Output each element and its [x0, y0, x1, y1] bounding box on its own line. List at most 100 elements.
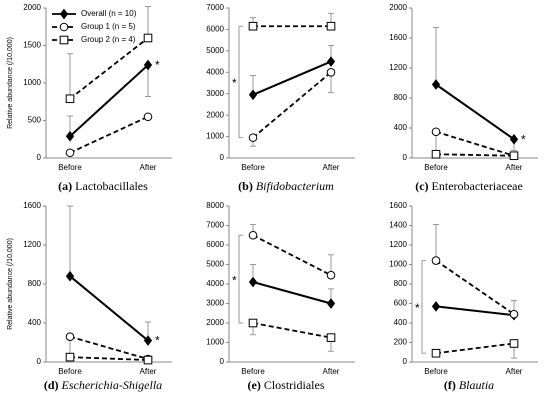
y-tick-label: 1000	[23, 78, 41, 87]
y-tick-label: 5000	[206, 260, 224, 269]
marker-diamond	[248, 276, 258, 288]
y-tick-label: 1200	[389, 63, 407, 72]
x-tick-label: After	[140, 367, 157, 376]
marker-square	[65, 94, 75, 104]
y-tick-label: 7000	[206, 3, 224, 12]
x-tick-label: Before	[424, 163, 448, 172]
annotation: *	[232, 273, 237, 287]
x-tick-label: After	[323, 367, 340, 376]
y-tick-label: 1600	[389, 201, 407, 210]
y-tick-label: 1000	[206, 132, 224, 141]
caption-label: (b)	[238, 179, 253, 193]
marker-square	[509, 339, 519, 348]
caption: (f) Blautia	[444, 378, 494, 392]
series-line	[69, 275, 149, 342]
x-tick-label: Before	[58, 163, 82, 172]
series-line	[435, 130, 515, 157]
y-tick-label: 1600	[23, 201, 41, 210]
y-tick-label: 7000	[206, 221, 224, 230]
marker-square	[248, 21, 258, 31]
y-tick-label: 2000	[206, 110, 224, 119]
x-tick-label: Before	[241, 367, 265, 376]
y-tick-label: 800	[394, 93, 408, 102]
y-tick-label: 1000	[389, 260, 407, 269]
legend-label: Overall (n = 10)	[81, 9, 137, 18]
annotation: *	[155, 334, 160, 348]
marker-circle	[431, 256, 441, 265]
marker-circle	[326, 67, 336, 77]
marker-circle	[509, 309, 519, 319]
annotation: *	[155, 58, 160, 72]
series-line	[435, 153, 515, 157]
y-tick-label: 1500	[23, 41, 41, 50]
marker-circle	[431, 127, 441, 137]
caption-label: (f)	[444, 378, 456, 392]
caption-label: (e)	[248, 378, 261, 392]
series-line	[252, 281, 332, 305]
y-tick-label: 2000	[389, 3, 407, 12]
marker-square	[431, 149, 441, 159]
marker-circle	[65, 332, 75, 341]
marker-circle	[248, 133, 258, 142]
marker-circle	[65, 148, 75, 158]
caption-label: (c)	[415, 179, 428, 193]
x-tick-label: Before	[58, 367, 82, 376]
y-tick-label: 6000	[206, 25, 224, 34]
y-tick-label: 400	[394, 123, 408, 132]
y-tick-label: 800	[28, 279, 42, 288]
marker-circle	[143, 112, 153, 122]
x-tick-label: Before	[424, 367, 448, 376]
marker-diamond	[326, 298, 336, 309]
x-tick-label: After	[506, 163, 523, 172]
series-line	[69, 356, 149, 361]
series-line	[69, 115, 149, 154]
marker-diamond	[143, 335, 153, 346]
marker-square	[326, 21, 336, 31]
caption-text: Blautia	[459, 378, 494, 392]
marker-square	[143, 355, 153, 365]
y-tick-label: 500	[28, 116, 42, 125]
y-tick-label: 6000	[206, 240, 224, 249]
caption-label: (a)	[58, 179, 72, 193]
series-line	[252, 71, 332, 139]
series-line	[435, 342, 515, 355]
caption-text: Lactobacillales	[75, 179, 148, 193]
caption: (c) Enterobacteriaceae	[415, 179, 523, 193]
caption-label: (d)	[44, 378, 59, 392]
y-tick-label: 0	[403, 153, 408, 162]
marker-circle	[59, 22, 69, 32]
marker-diamond	[248, 89, 258, 101]
marker-circle	[248, 230, 258, 240]
series-line	[69, 37, 149, 100]
y-tick-label: 200	[394, 338, 408, 347]
y-axis-label: Relative abundance (/10,000)	[7, 238, 14, 330]
marker-square	[431, 348, 441, 358]
annotation: *	[521, 132, 526, 146]
y-tick-label: 2000	[206, 318, 224, 327]
marker-square	[143, 33, 153, 43]
y-tick-label: 1200	[23, 240, 41, 249]
y-tick-label: 8000	[206, 201, 224, 210]
significance-bracket	[421, 260, 426, 354]
y-tick-label: 2000	[23, 3, 41, 12]
caption-text: Escherichia-Shigella	[61, 378, 163, 392]
y-tick-label: 400	[28, 318, 42, 327]
y-tick-label: 1200	[389, 240, 407, 249]
y-tick-label: 1600	[389, 33, 407, 42]
y-tick-label: 4000	[206, 279, 224, 288]
significance-bracket	[238, 25, 243, 139]
y-tick-label: 0	[37, 357, 42, 366]
legend-label: Group 2 (n = 4)	[81, 35, 136, 44]
series-line	[252, 60, 332, 96]
series-line	[435, 305, 515, 317]
series-line	[435, 83, 515, 141]
marker-square	[326, 333, 336, 342]
y-tick-label: 1000	[206, 338, 224, 347]
y-axis-label: Relative abundance (/10,000)	[7, 37, 14, 129]
marker-diamond	[143, 59, 153, 71]
x-tick-label: After	[140, 163, 157, 172]
y-tick-label: 800	[394, 279, 408, 288]
y-tick-label: 0	[220, 153, 225, 162]
y-tick-label: 0	[220, 357, 225, 366]
series-line	[435, 259, 515, 315]
